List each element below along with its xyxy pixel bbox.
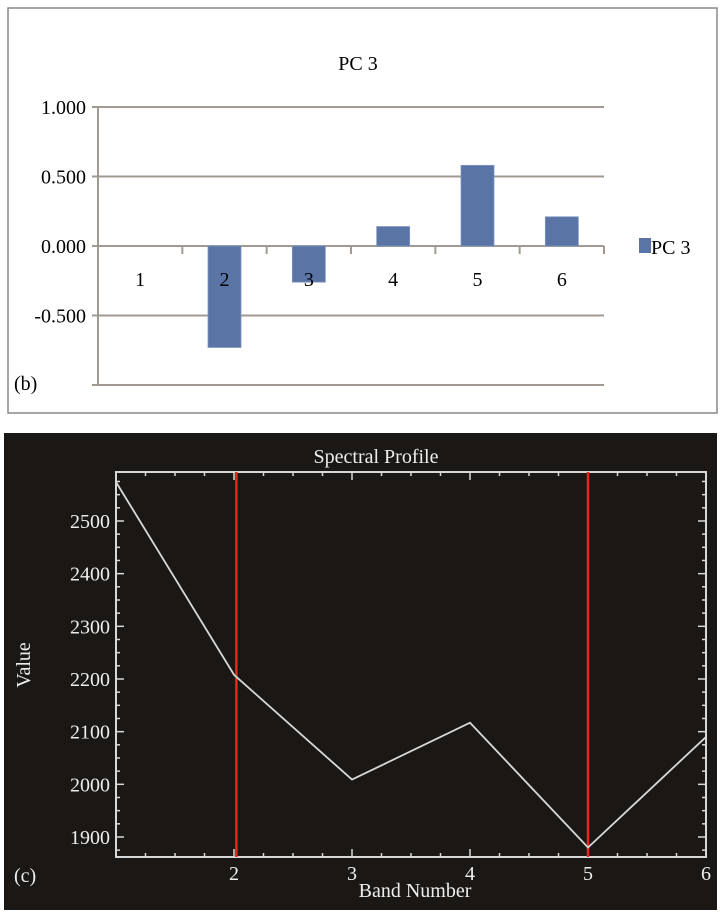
legend-label: PC 3 bbox=[651, 237, 690, 259]
chart-title: Spectral Profile bbox=[314, 446, 439, 468]
panel-label: (c) bbox=[14, 865, 36, 887]
x-tick-label: 4 bbox=[465, 863, 475, 885]
y-tick-label: 2200 bbox=[70, 669, 110, 691]
bar-5 bbox=[461, 165, 494, 246]
x-tick-label: 5 bbox=[583, 863, 593, 885]
y-tick-label: 1.000 bbox=[41, 97, 86, 119]
x-tick-label: 3 bbox=[347, 863, 357, 885]
x-tick-label: 6 bbox=[557, 269, 567, 291]
y-tick-label: 1900 bbox=[70, 827, 110, 849]
chart-title: PC 3 bbox=[338, 53, 377, 75]
x-tick-label: 3 bbox=[304, 269, 314, 291]
x-tick-label: 1 bbox=[135, 269, 145, 291]
panel-label: (b) bbox=[14, 373, 37, 395]
pc3-bar-chart-panel: PC 3 (b) 1.000 0.500 0.000 -0.500 1 2 3 4 5 6 PC… bbox=[8, 8, 717, 413]
x-tick-label: 2 bbox=[220, 269, 230, 291]
bar-4 bbox=[377, 227, 410, 246]
x-tick-label: 4 bbox=[388, 269, 398, 291]
spectral-profile-panel: Spectral Profile Band Number Value (c) 2… bbox=[4, 433, 717, 910]
x-axis-label: Band Number bbox=[359, 880, 472, 902]
x-tick-label: 2 bbox=[229, 863, 239, 885]
legend-swatch bbox=[639, 238, 651, 253]
bar-6 bbox=[545, 217, 578, 246]
x-tick-label: 6 bbox=[701, 863, 711, 885]
y-axis-label: Value bbox=[13, 642, 35, 688]
y-tick-label: 2400 bbox=[70, 564, 110, 586]
panel-c-background bbox=[4, 433, 717, 910]
y-tick-label: 2000 bbox=[70, 774, 110, 796]
y-tick-label: 0.500 bbox=[41, 167, 86, 189]
bar-2 bbox=[208, 246, 241, 347]
y-tick-label: 0.000 bbox=[41, 236, 86, 258]
y-tick-label: 2100 bbox=[70, 722, 110, 744]
y-tick-label: 2500 bbox=[70, 511, 110, 533]
x-tick-label: 5 bbox=[473, 269, 483, 291]
y-tick-label: 2300 bbox=[70, 616, 110, 638]
y-tick-label: -0.500 bbox=[34, 306, 86, 328]
